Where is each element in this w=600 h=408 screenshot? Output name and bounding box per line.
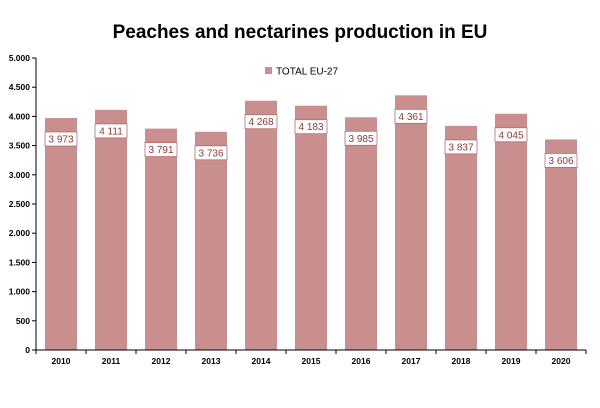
legend-swatch — [265, 67, 272, 74]
y-tick-label: 5.000 — [9, 53, 31, 63]
data-label: 3 973 — [48, 134, 73, 145]
x-tick-label: 2014 — [252, 356, 271, 366]
x-axis: 2010 2011 2012 2013 2014 2015 2016 2017 2018 2019… — [35, 349, 587, 366]
y-tick-label: 3.000 — [9, 170, 31, 180]
data-label-box — [144, 142, 178, 158]
data-label-box — [544, 153, 578, 168]
bar-2013 — [195, 131, 227, 350]
y-tick-label: 0 — [25, 345, 30, 355]
y-tick-label: 2.000 — [9, 228, 31, 238]
x-tick-label: 2017 — [402, 356, 421, 366]
bar-2017 — [395, 95, 427, 350]
x-tick-label: 2019 — [502, 356, 521, 366]
data-label: 3 791 — [148, 145, 173, 156]
y-axis: 0 500 1.000 1.500 2.000 2.500 3.000 3.500 4.000 4… — [9, 53, 37, 355]
x-tick-label: 2020 — [552, 356, 571, 366]
data-label: 4 045 — [498, 130, 523, 141]
data-label-box — [244, 114, 278, 130]
bar-2014 — [245, 100, 277, 350]
legend: TOTAL EU-27 — [265, 67, 338, 78]
chart-title: Peaches and nectarines production in EU — [112, 22, 488, 43]
data-label: 3 837 — [448, 142, 473, 153]
data-label-box — [194, 145, 228, 161]
data-label-box — [444, 139, 478, 155]
x-tick-label: 2016 — [352, 356, 371, 366]
y-tick-label: 1.500 — [9, 257, 31, 267]
legend-label: TOTAL EU-27 — [276, 67, 338, 78]
y-tick-label: 4.000 — [9, 111, 31, 121]
bar-2010 — [45, 117, 77, 350]
bar-2016 — [345, 117, 377, 350]
data-label: 3 985 — [348, 134, 373, 145]
data-label: 4 183 — [298, 122, 323, 133]
x-tick-label: 2015 — [302, 356, 321, 366]
bar-2011 — [95, 109, 127, 350]
y-tick-label: 2.500 — [9, 199, 31, 209]
bar-2012 — [145, 128, 177, 350]
x-tick-label: 2010 — [52, 356, 71, 366]
bar-2018 — [445, 125, 477, 351]
y-tick-label: 3.500 — [9, 141, 31, 151]
data-label-box — [294, 119, 328, 135]
data-label: 4 111 — [99, 126, 123, 137]
data-label-box — [394, 108, 428, 124]
y-tick-label: 1.000 — [9, 287, 31, 297]
data-label-box — [494, 127, 528, 143]
bars — [45, 95, 577, 351]
y-tick-label: 500 — [16, 316, 30, 326]
x-tick-label: 2012 — [152, 356, 171, 366]
y-tick-label: 4.500 — [9, 82, 31, 92]
bar-2019 — [495, 113, 527, 350]
data-label: 3 736 — [198, 148, 223, 159]
data-label-box — [44, 131, 78, 147]
bar-2015 — [295, 105, 327, 350]
x-tick-label: 2018 — [452, 356, 471, 366]
data-label: 4 361 — [398, 112, 423, 123]
x-tick-label: 2011 — [102, 356, 121, 366]
bar-2020 — [545, 139, 577, 350]
x-tick-label: 2013 — [202, 356, 221, 366]
data-labels: 3 973 4 111 3 791 3 736 4 268 4 183 3 985 4 361… — [44, 108, 578, 168]
data-label: 4 268 — [248, 117, 273, 128]
data-label-box — [344, 130, 378, 146]
data-label: 3 606 — [548, 156, 573, 167]
data-label-box — [94, 123, 128, 139]
